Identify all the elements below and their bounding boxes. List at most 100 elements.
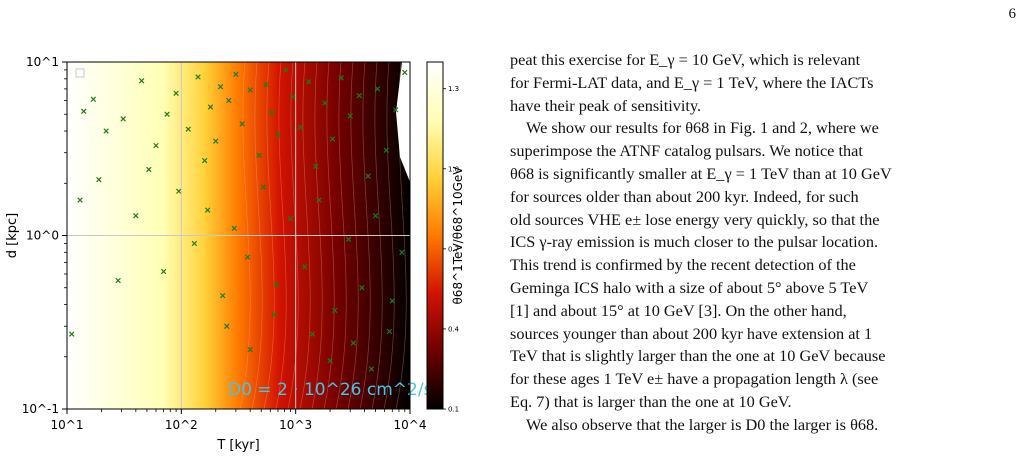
pulsar-point bbox=[233, 71, 239, 77]
contour-line bbox=[383, 62, 395, 409]
text-line: Geminga ICS halo with a size of about 5°… bbox=[510, 277, 869, 297]
contour-line bbox=[323, 62, 335, 409]
legend-box bbox=[75, 68, 85, 78]
chart-svg: D0 = 2 · 10^26 cm^2/s 10^1 10^2 10^3 10^4 10… bbox=[5, 55, 465, 453]
pulsar-point bbox=[309, 331, 316, 337]
x-tick-label: 10^2 bbox=[165, 418, 198, 432]
pulsar-point bbox=[133, 213, 139, 219]
x-axis-label: T [kyr] bbox=[216, 438, 259, 453]
pulsar-point bbox=[176, 188, 182, 194]
text-line: sources younger than about 200 kyr have … bbox=[510, 323, 873, 343]
contour-line bbox=[371, 62, 383, 409]
pulsar-point bbox=[271, 311, 278, 318]
text-line: ICS γ-ray emission is much closer to the… bbox=[510, 232, 879, 252]
contour-line bbox=[359, 62, 371, 409]
pulsar-point bbox=[164, 111, 170, 117]
text-line: This trend is confirmed by the recent de… bbox=[510, 255, 856, 275]
pulsar-point bbox=[372, 213, 379, 219]
pulsar-point bbox=[383, 147, 389, 153]
pulsar-point bbox=[244, 254, 251, 260]
pulsar-point bbox=[153, 142, 159, 149]
pulsar-point bbox=[120, 116, 126, 122]
text-line: have their peak of sensitivity. bbox=[510, 95, 702, 115]
pulsar-point bbox=[374, 86, 381, 92]
pulsar-point bbox=[77, 197, 83, 203]
pulsar-point bbox=[332, 307, 338, 314]
pulsar-point bbox=[275, 132, 281, 138]
contour-line bbox=[251, 62, 263, 409]
y-axis-label: d [kpc] bbox=[5, 213, 20, 258]
pulsar-point bbox=[327, 357, 333, 364]
pulsar-point bbox=[219, 292, 226, 299]
text-line: for Fermi-LAT data, and E_γ = 1 TeV, whe… bbox=[510, 72, 874, 92]
pulsar-point bbox=[350, 340, 357, 346]
pulsar-point bbox=[247, 346, 253, 353]
x-tick-label: 10^4 bbox=[394, 418, 427, 432]
pulsar-point bbox=[301, 264, 308, 270]
text-line: for these ages 1 TeV e± have a propagati… bbox=[510, 369, 879, 389]
pulsar-point bbox=[115, 277, 121, 284]
pulsar-point bbox=[80, 108, 87, 114]
pulsar-point bbox=[207, 104, 214, 110]
pulsar-point bbox=[269, 110, 275, 116]
pulsar-point bbox=[146, 166, 152, 173]
colorbar-gradient bbox=[426, 61, 444, 410]
pulsar-point bbox=[173, 90, 179, 97]
colorbar-tick-label: 1.0 bbox=[448, 165, 459, 173]
pulsar-point bbox=[305, 78, 312, 85]
y-tick-label: 10^-1 bbox=[22, 402, 59, 416]
pulsar-point bbox=[263, 81, 269, 88]
pulsar-point bbox=[359, 285, 365, 291]
pulsar-point bbox=[226, 97, 232, 104]
pulsar-point bbox=[392, 107, 399, 113]
colorbar: 0.1 0.4 0.7 1.0 1.3 θ68^1TeV/θ68^10GeV bbox=[426, 61, 465, 414]
colorbar-tick-label: 0.7 bbox=[448, 245, 459, 253]
pulsar-point bbox=[247, 87, 253, 93]
pulsar-point bbox=[313, 163, 319, 170]
x-tick-label: 10^3 bbox=[279, 418, 312, 432]
contour-line bbox=[275, 62, 287, 409]
pulsar-point bbox=[347, 113, 353, 119]
pulsar-point bbox=[217, 84, 224, 90]
pulsar-point bbox=[386, 328, 393, 335]
text-line: We also observe that the larger is D0 th… bbox=[526, 414, 879, 434]
pulsar-point bbox=[138, 77, 145, 84]
pulsar-point bbox=[160, 268, 167, 275]
figure-heatmap: D0 = 2 · 10^26 cm^2/s 10^1 10^2 10^3 10^4 10… bbox=[0, 40, 470, 453]
pulsar-point bbox=[256, 152, 262, 158]
colorbar-tick-label: 0.1 bbox=[448, 406, 459, 414]
pulsar-point bbox=[103, 128, 109, 134]
pulsar-point bbox=[316, 197, 322, 203]
plot-area: D0 = 2 · 10^26 cm^2/s bbox=[67, 62, 433, 409]
pulsar-point bbox=[204, 207, 211, 213]
contour-line bbox=[335, 62, 347, 409]
y-tick-label: 10^1 bbox=[26, 55, 59, 69]
pulsar-point bbox=[297, 124, 304, 131]
contour-line bbox=[311, 62, 323, 409]
pulsar-point bbox=[356, 92, 362, 99]
pulsar-point bbox=[287, 215, 294, 222]
pulsar-point bbox=[231, 225, 237, 232]
pulsar-point bbox=[191, 240, 198, 247]
colorbar-tick-label: 0.4 bbox=[448, 325, 460, 333]
pulsar-point bbox=[273, 282, 280, 288]
x-tick-label: 10^1 bbox=[51, 418, 84, 432]
pulsar-point bbox=[329, 136, 336, 142]
contour-line bbox=[239, 62, 251, 409]
pulsar-point bbox=[260, 184, 266, 190]
pulsar-point bbox=[201, 157, 208, 164]
text-line: TeV that is slightly larger than the one… bbox=[510, 346, 886, 366]
pulsar-point bbox=[224, 323, 230, 329]
page-number: 6 bbox=[1008, 6, 1017, 22]
contour-line bbox=[347, 62, 359, 409]
colorbar-tick-label: 1.3 bbox=[448, 85, 459, 93]
pulsar-point bbox=[239, 121, 245, 127]
pulsar-point bbox=[90, 96, 97, 102]
pulsar-point bbox=[213, 138, 219, 144]
pulsar-point bbox=[365, 173, 371, 179]
pulsar-point bbox=[195, 74, 201, 80]
pulsar-point bbox=[185, 126, 191, 132]
pulsar-point bbox=[338, 75, 344, 81]
pulsar-point bbox=[399, 249, 405, 256]
text-line: θ68 is significantly smaller at E_γ = 1 … bbox=[510, 163, 892, 183]
